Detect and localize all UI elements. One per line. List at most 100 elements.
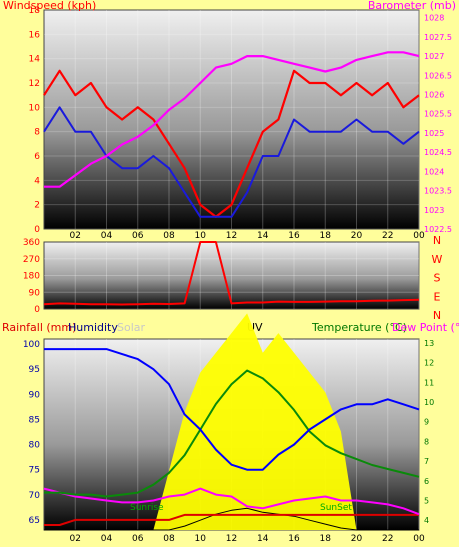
y-tick-label: 1024 bbox=[424, 167, 444, 176]
compass-letter: E bbox=[434, 290, 441, 303]
y-tick-label: 1026 bbox=[424, 91, 444, 100]
time-tick-label: 18 bbox=[320, 231, 332, 241]
dewpoint-line bbox=[43, 487, 420, 516]
time-tick-label: 06 bbox=[132, 534, 144, 543]
y-tick-label: 5 bbox=[424, 496, 429, 505]
y-tick-label: 65 bbox=[29, 516, 40, 526]
y-tick-label: 90 bbox=[29, 390, 41, 400]
y-tick-label: 12 bbox=[424, 359, 434, 368]
rainfall-label: Rainfall (mm) bbox=[2, 321, 76, 334]
time-tick-label: 10 bbox=[195, 231, 207, 241]
y-tick-label: 70 bbox=[29, 491, 41, 501]
time-tick-label: 22 bbox=[382, 231, 393, 241]
wind-axis-label: Windspeed (kph) bbox=[3, 0, 96, 12]
y-tick-label: 1023.5 bbox=[424, 187, 452, 196]
y-tick-label: 1024.5 bbox=[424, 148, 452, 157]
y-tick-label: 9 bbox=[424, 418, 429, 427]
humidity-line bbox=[44, 348, 420, 471]
direction-y-ticks: 0 90 180 270 360 bbox=[23, 238, 40, 315]
time-tick-label: 04 bbox=[101, 231, 113, 241]
y-tick-label: 4 bbox=[424, 516, 429, 525]
y-tick-label: 18 bbox=[29, 6, 41, 16]
time-tick-label: 02 bbox=[70, 231, 81, 241]
temperature-y-ticks: 4 5 6 7 8 9 10 11 12 13 bbox=[424, 339, 434, 525]
y-tick-label: 11 bbox=[424, 378, 434, 387]
y-tick-label: 1026.5 bbox=[424, 71, 452, 80]
wind-baro-series bbox=[43, 51, 420, 218]
time-tick-label: 16 bbox=[288, 534, 300, 543]
time-tick-label: 08 bbox=[163, 534, 175, 543]
time-tick-label: 12 bbox=[226, 534, 237, 543]
solar-area bbox=[44, 313, 419, 530]
baro-y-ticks: 1022.5 1023 1023.5 1024 1024.5 1025 1025.5 1026… bbox=[424, 14, 452, 234]
time-tick-label: 14 bbox=[257, 534, 269, 543]
y-tick-label: 12 bbox=[29, 79, 40, 89]
y-tick-label: 180 bbox=[23, 272, 40, 282]
y-tick-label: 8 bbox=[34, 128, 40, 138]
time-tick-label: 08 bbox=[163, 231, 175, 241]
y-tick-label: 1023 bbox=[424, 206, 444, 215]
y-tick-label: 14 bbox=[29, 55, 41, 65]
time-tick-label: 06 bbox=[132, 231, 144, 241]
y-tick-label: 7 bbox=[424, 457, 429, 466]
humidity-label: Humidity bbox=[68, 321, 118, 334]
y-tick-label: 10 bbox=[29, 103, 41, 113]
wind-direction-line bbox=[43, 241, 420, 306]
time-tick-label: 14 bbox=[257, 231, 269, 241]
y-tick-label: 1028 bbox=[424, 14, 444, 23]
wind-direction-series bbox=[43, 241, 420, 306]
solar-label: Solar bbox=[117, 321, 146, 334]
time-tick-label: 10 bbox=[195, 534, 207, 543]
y-tick-label: 1027.5 bbox=[424, 33, 452, 42]
y-tick-label: 85 bbox=[29, 415, 40, 425]
y-tick-label: 6 bbox=[34, 152, 40, 162]
y-tick-label: 16 bbox=[29, 30, 41, 40]
compass-letter: N bbox=[433, 234, 441, 247]
y-tick-label: 360 bbox=[23, 238, 40, 248]
uv-line bbox=[44, 507, 419, 531]
time-ticks-chart1: 02 04 06 08 10 12 14 16 18 20 22 00 bbox=[70, 231, 425, 241]
y-tick-label: 13 bbox=[424, 339, 434, 348]
y-tick-label: 8 bbox=[424, 437, 429, 446]
climate-series bbox=[43, 313, 420, 531]
time-tick-label: 12 bbox=[226, 231, 237, 241]
wind-direction-gridlines bbox=[44, 242, 420, 309]
rainfall-line bbox=[44, 513, 419, 526]
y-tick-label: 10 bbox=[424, 398, 434, 407]
y-tick-label: 1025 bbox=[424, 129, 444, 138]
y-tick-label: 1022.5 bbox=[424, 225, 452, 234]
windspeed-line bbox=[43, 69, 420, 218]
y-tick-label: 270 bbox=[23, 255, 40, 265]
y-tick-label: 6 bbox=[424, 477, 429, 486]
y-tick-label: 2 bbox=[34, 201, 40, 211]
time-tick-label: 00 bbox=[413, 534, 425, 543]
time-tick-label: 20 bbox=[351, 231, 363, 241]
sunset-label: SunSet bbox=[320, 503, 352, 513]
temperature-line bbox=[44, 369, 420, 498]
y-tick-label: 80 bbox=[29, 441, 41, 451]
compass-letter: S bbox=[434, 272, 441, 285]
time-tick-label: 16 bbox=[288, 231, 300, 241]
y-tick-label: 75 bbox=[29, 466, 40, 476]
y-tick-label: 0 bbox=[34, 305, 40, 315]
compass-letter: W bbox=[432, 253, 443, 266]
wind-direction-plot-area bbox=[43, 241, 420, 310]
time-ticks-chart3: 02 04 06 08 10 12 14 16 18 20 22 00 bbox=[70, 534, 425, 544]
barometer-line bbox=[44, 51, 420, 188]
time-tick-label: 18 bbox=[320, 534, 332, 543]
sunrise-label: Sunrise bbox=[130, 503, 164, 513]
time-tick-label: 00 bbox=[413, 231, 425, 241]
wind-y-ticks: 0 2 4 6 8 10 12 14 16 18 bbox=[29, 6, 41, 235]
time-tick-label: 20 bbox=[351, 534, 363, 543]
humidity-y-ticks: 65 70 75 80 85 90 95 100 bbox=[23, 340, 40, 526]
time-tick-label: 04 bbox=[101, 534, 113, 543]
y-tick-label: 4 bbox=[34, 176, 40, 186]
dewpoint-label: Dew Point (°C) bbox=[392, 321, 459, 334]
baro-axis-label: Barometer (mb) bbox=[368, 0, 456, 12]
y-tick-label: 0 bbox=[34, 225, 40, 235]
y-tick-label: 1027 bbox=[424, 52, 444, 61]
y-tick-label: 90 bbox=[29, 288, 41, 298]
time-tick-label: 02 bbox=[70, 534, 81, 543]
